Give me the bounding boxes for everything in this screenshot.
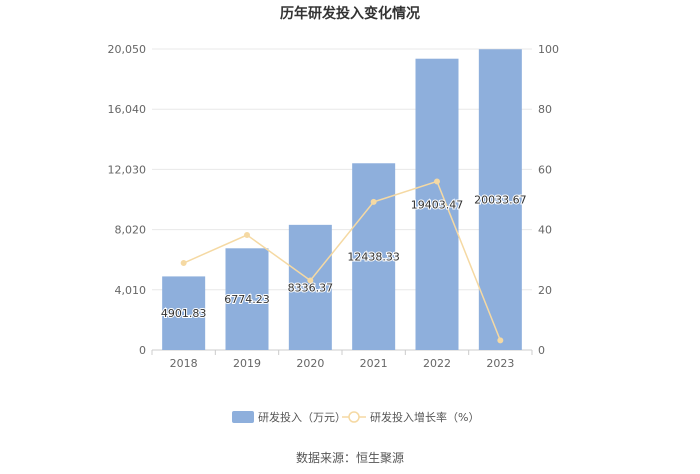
line-point (307, 277, 314, 284)
y-right-tick-label: 80 (538, 103, 552, 116)
bar-value-label: 19403.47 (411, 198, 464, 211)
legend-line-marker (348, 411, 360, 423)
x-tick-label: 2020 (296, 357, 324, 370)
x-tick-label: 2023 (486, 357, 514, 370)
y-left-tick-label: 0 (139, 344, 146, 357)
line-point (370, 198, 377, 205)
x-tick-label: 2022 (423, 357, 451, 370)
growth-line (183, 180, 502, 341)
legend-item-bar[interactable]: 研发投入（万元） (232, 410, 346, 424)
line-point (497, 337, 504, 344)
legend-bar-swatch (232, 411, 254, 423)
legend-bar-label: 研发投入（万元） (258, 410, 346, 424)
line-series (180, 178, 504, 344)
bar-value-label: 6774.23 (224, 293, 270, 306)
y-left-tick-label: 20,050 (108, 43, 147, 56)
legend-line-label: 研发投入增长率（%） (370, 410, 479, 424)
y-right-tick-label: 40 (538, 224, 552, 237)
x-tick-label: 2021 (360, 357, 388, 370)
bar (478, 49, 522, 351)
y-right-tick-label: 100 (538, 43, 559, 56)
bar (162, 276, 206, 350)
chart-title: 历年研发投入变化情况 (280, 5, 420, 22)
legend-item-line[interactable]: 研发投入增长率（%） (342, 410, 479, 424)
y-axis-left: 0 4,010 8,020 12,030 16,040 20,050 (108, 43, 147, 357)
y-axis-right: 0 20 40 60 80 100 (538, 43, 559, 357)
bar-value-label: 4901.83 (161, 307, 207, 320)
bar-series (162, 49, 522, 351)
y-left-tick-label: 12,030 (108, 163, 147, 176)
bar (225, 248, 269, 350)
y-left-tick-label: 4,010 (115, 284, 147, 297)
data-source: 数据来源：恒生聚源 (296, 450, 404, 465)
bar (352, 163, 396, 350)
x-axis: 2018 2019 2020 2021 2022 2023 (151, 350, 533, 370)
bar-value-label: 20033.67 (474, 194, 527, 207)
y-left-tick-label: 16,040 (108, 103, 147, 116)
y-left-tick-label: 8,020 (115, 224, 147, 237)
bar-value-label: 12438.33 (347, 251, 400, 264)
y-right-tick-label: 0 (538, 344, 545, 357)
x-tick-label: 2019 (233, 357, 261, 370)
bar-labels: 4901.83 6774.23 8336.37 12438.33 19403.47 200… (160, 193, 528, 322)
bar (415, 58, 459, 350)
y-right-tick-label: 20 (538, 284, 552, 297)
line-point (434, 178, 440, 185)
line-point (180, 260, 187, 267)
line-point (244, 232, 250, 239)
x-tick-label: 2018 (170, 357, 198, 370)
y-right-tick-label: 60 (538, 163, 552, 176)
bar (288, 224, 332, 350)
legend: 研发投入（万元） 研发投入增长率（%） (232, 410, 479, 424)
bar-value-label: 8336.37 (288, 281, 334, 294)
